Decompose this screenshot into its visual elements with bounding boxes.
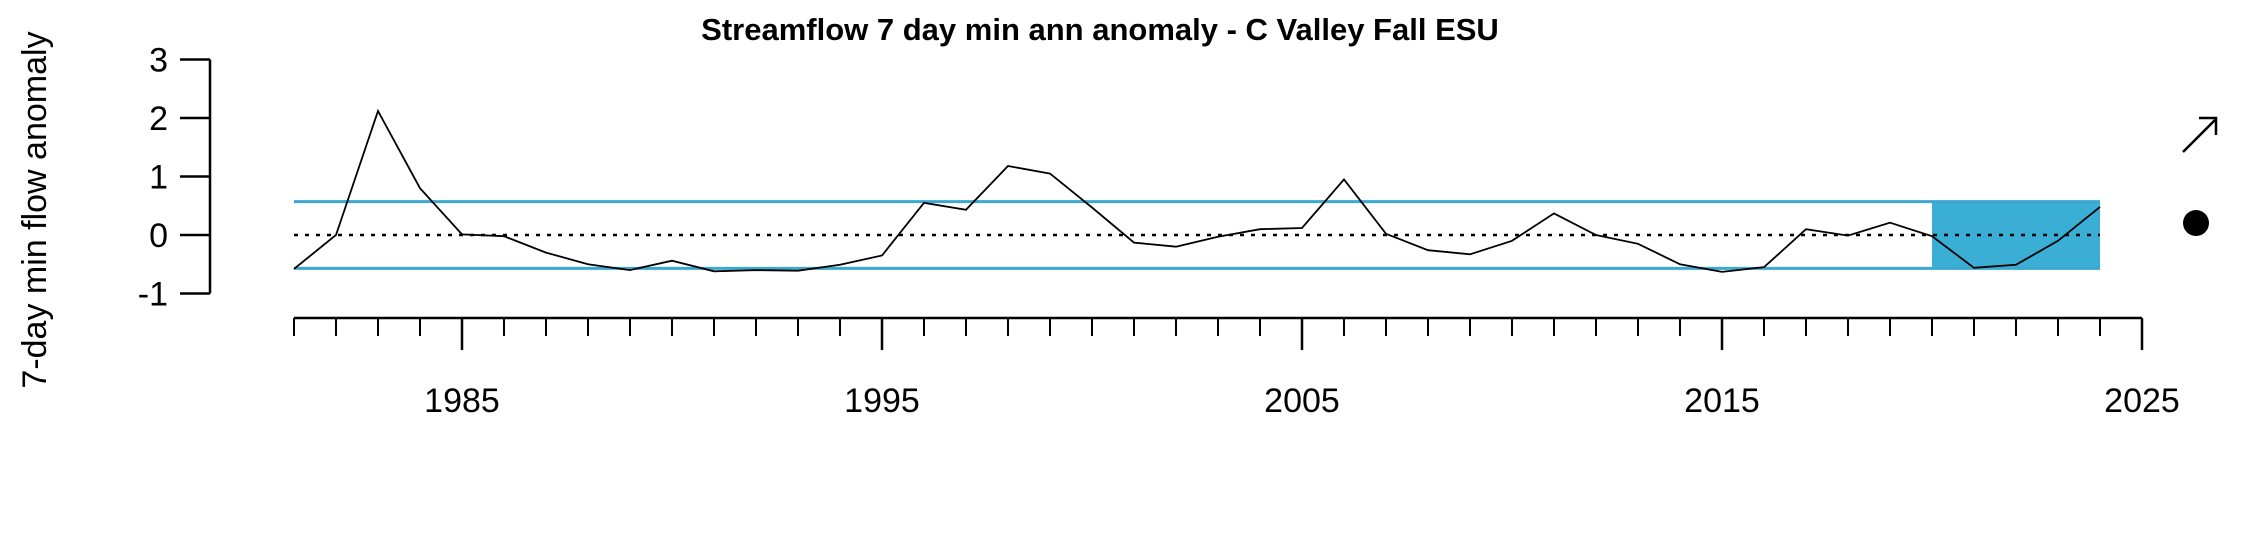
reference-lines	[294, 200, 2100, 270]
y-tick-label: 0	[149, 217, 168, 255]
series-layer	[293, 108, 2101, 273]
trend-indicators	[2182, 116, 2218, 236]
x-tick-label: 2005	[1264, 382, 1340, 420]
chart-title: Streamflow 7 day min ann anomaly - C Val…	[701, 12, 1499, 47]
y-tick-label: 3	[149, 42, 168, 80]
x-tick-label: 2015	[1684, 382, 1760, 420]
x-tick-label: 1985	[424, 382, 500, 420]
y-axis: -1 0 1 2 3	[138, 42, 212, 314]
y-tick-label: 2	[149, 100, 168, 138]
x-axis: 1985 1995 2005 2015 2025	[293, 316, 2180, 420]
x-tick-label: 1995	[844, 382, 920, 420]
y-tick-label: 1	[149, 159, 168, 197]
x-tick-label: 2025	[2104, 382, 2180, 420]
y-axis-title: 7-day min flow anomaly	[16, 31, 54, 388]
y-tick-label: -1	[138, 276, 168, 314]
series-line	[293, 108, 2101, 273]
up-right-arrow-icon	[2182, 116, 2218, 153]
filled-circle-icon	[2183, 210, 2209, 236]
